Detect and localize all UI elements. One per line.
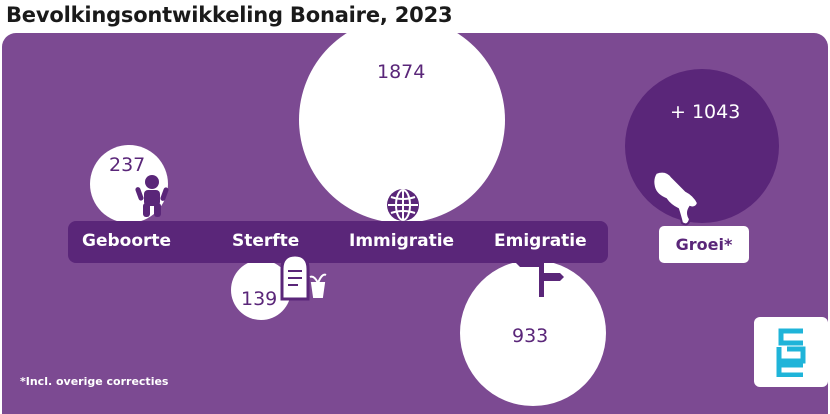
chart-panel: 237 139 1874 933 + 1043 Geboorte Sterfte… — [2, 33, 828, 414]
category-label-emigratie: Emigratie — [494, 231, 587, 251]
groei-label-box: Groei* — [659, 226, 749, 263]
cbs-logo-box — [754, 317, 828, 387]
signpost-icon — [516, 253, 564, 297]
category-label-immigratie: Immigratie — [349, 231, 455, 251]
category-label-geboorte: Geboorte — [82, 231, 172, 251]
bubble-groei — [625, 69, 779, 223]
category-label-sterfte: Sterfte — [232, 231, 300, 251]
value-label-immigratie: 1874 — [377, 61, 426, 83]
baby-icon — [135, 175, 169, 217]
category-label-groei: Groei* — [675, 235, 733, 254]
footnote: *Incl. overige correcties — [20, 375, 169, 388]
bonaire-island-icon — [652, 170, 700, 226]
chart-title: Bevolkingsontwikkeling Bonaire, 2023 — [6, 3, 453, 27]
category-band — [68, 221, 608, 263]
value-label-geboorte: 237 — [109, 154, 146, 176]
value-label-sterfte: 139 — [241, 288, 278, 310]
globe-icon — [387, 189, 419, 221]
value-label-emigratie: 933 — [512, 325, 549, 347]
gravestone-icon — [280, 253, 327, 301]
bubble-emigratie — [460, 260, 606, 406]
value-label-groei: + 1043 — [670, 101, 741, 123]
cbs-logo — [776, 328, 806, 377]
